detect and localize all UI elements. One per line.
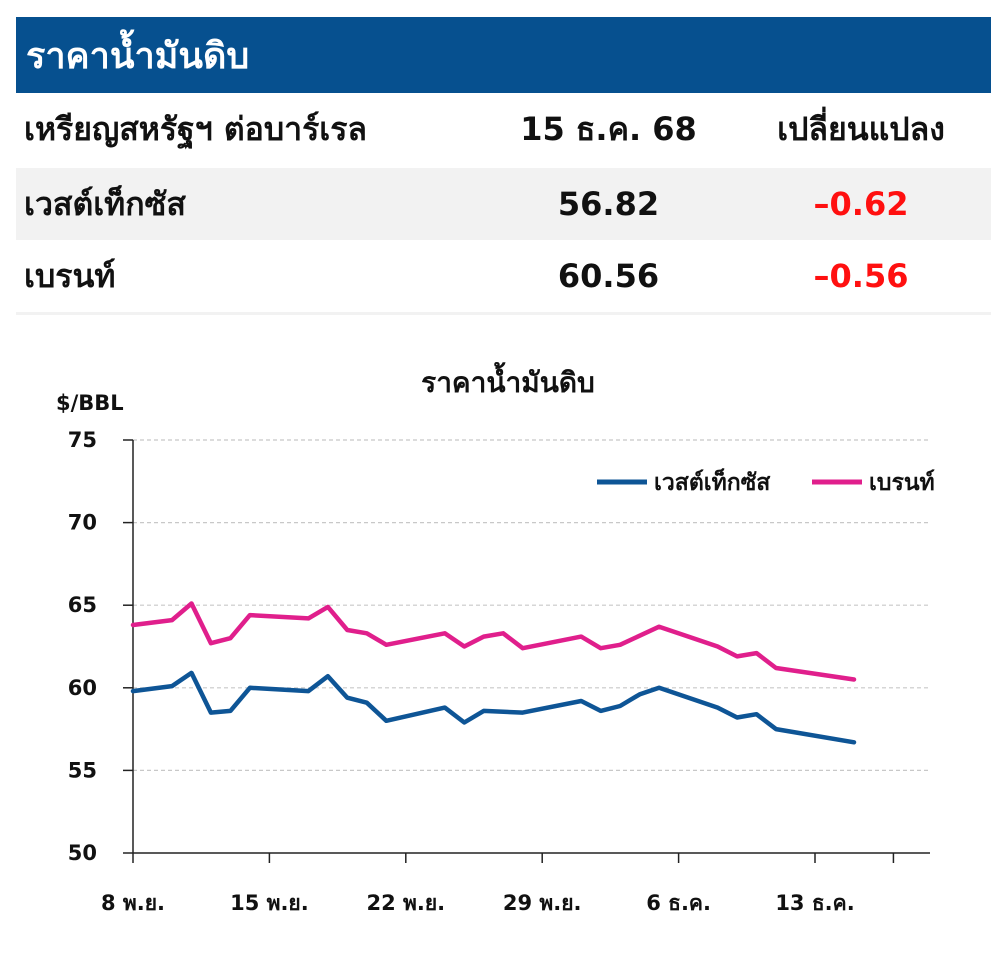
table-bottom-band — [16, 312, 991, 315]
x-tick-label: 6 ธ.ค. — [646, 891, 711, 915]
oil-price: 56.82 — [557, 185, 660, 223]
gridlines — [133, 439, 930, 771]
axes: 50 55 60 65 70 75 8 พ.ย. 15 พ.ย. 22 พ.ย. 29 พ.ย. 6… — [68, 428, 930, 915]
oil-price-chart: ราคาน้ำมันดิบ $/BBL 50 55 60 65 70 75 8 พ.ย. 15… — [56, 361, 935, 915]
series-line-wti — [130, 670, 857, 745]
y-tick-label: 65 — [68, 593, 97, 617]
x-tick-label: 29 พ.ย. — [503, 891, 582, 915]
column-header-date: 15 ธ.ค. 68 — [520, 109, 697, 148]
y-tick-label: 75 — [68, 428, 97, 452]
chart-title: ราคาน้ำมันดิบ — [421, 361, 595, 399]
oil-name: เบรนท์ — [24, 256, 116, 295]
column-header-change: เปลี่ยนแปลง — [777, 109, 945, 148]
x-tick-label: 15 พ.ย. — [230, 891, 309, 915]
legend: เวสต์เท็กซัส เบรนท์ — [597, 467, 935, 496]
table-header-row: เหรียญสหรัฐฯ ต่อบาร์เรล 15 ธ.ค. 68 เปลี่… — [16, 93, 991, 165]
oil-price: 60.56 — [557, 257, 660, 295]
y-tick-label: 70 — [68, 511, 97, 535]
legend-label-wti: เวสต์เท็กซัส — [654, 467, 771, 496]
page-title: ราคาน้ำมันดิบ — [16, 17, 991, 93]
y-axis-label: $/BBL — [56, 391, 124, 415]
legend-label-brent: เบรนท์ — [869, 469, 935, 496]
x-tick-label: 22 พ.ย. — [366, 891, 445, 915]
oil-change: –0.62 — [813, 185, 909, 223]
x-tick-label: 13 ธ.ค. — [775, 891, 854, 915]
x-tick-label: 8 พ.ย. — [101, 891, 165, 915]
series-lines — [130, 601, 857, 745]
table-row: เวสต์เท็กซัส 56.82 –0.62 — [16, 168, 991, 240]
column-header-unit: เหรียญสหรัฐฯ ต่อบาร์เรล — [24, 109, 368, 148]
series-line-brent — [130, 601, 857, 682]
y-tick-label: 50 — [68, 841, 97, 865]
oil-change: –0.56 — [813, 257, 909, 295]
y-tick-label: 55 — [68, 758, 97, 782]
oil-name: เวสต์เท็กซัส — [24, 184, 186, 223]
table-row: เบรนท์ 60.56 –0.56 — [16, 240, 991, 312]
y-tick-label: 60 — [68, 676, 97, 700]
